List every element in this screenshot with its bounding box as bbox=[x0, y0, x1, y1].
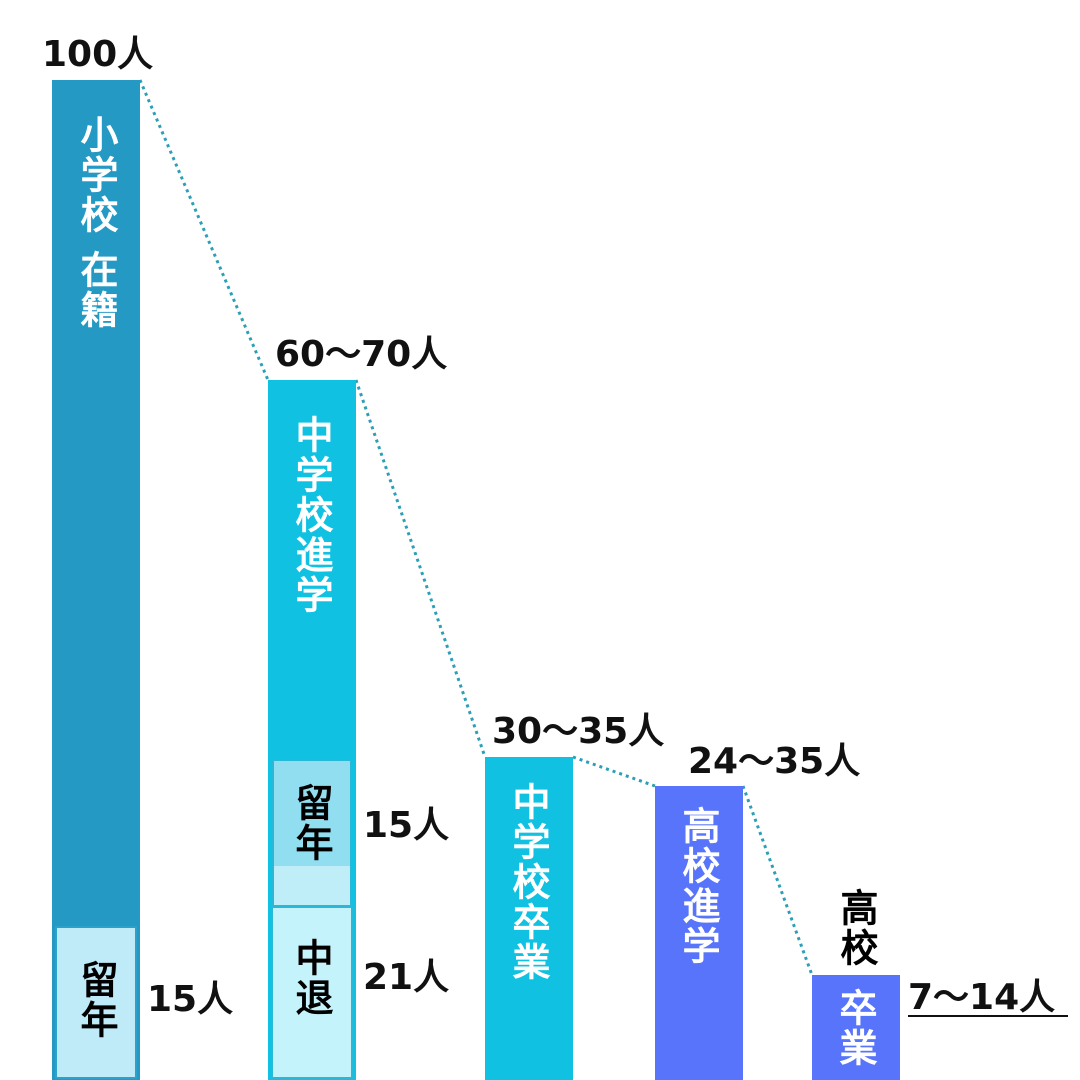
count: 24〜35人 bbox=[688, 741, 861, 782]
sub-box bbox=[55, 926, 137, 1079]
bar bbox=[485, 757, 573, 1080]
bar-label: 小学校 在籍 bbox=[74, 115, 118, 331]
count: 60〜70人 bbox=[275, 334, 448, 375]
sub-label: 留年 bbox=[289, 783, 333, 863]
connector bbox=[138, 79, 270, 381]
connector bbox=[741, 785, 814, 976]
sub-count: 15人 bbox=[363, 805, 450, 846]
bar bbox=[52, 80, 140, 1080]
sub-box bbox=[271, 906, 353, 1079]
bar bbox=[812, 975, 900, 1080]
bar-label: 中学校卒業 bbox=[506, 782, 550, 982]
sub-box-fill bbox=[274, 761, 350, 866]
count: 100人 bbox=[42, 34, 154, 75]
bar-label: 中学校進学 bbox=[289, 415, 333, 615]
count: 30〜35人 bbox=[492, 711, 665, 752]
bar-label: 高校進学 bbox=[676, 806, 720, 966]
connector bbox=[354, 379, 487, 758]
connector bbox=[572, 755, 656, 788]
bar bbox=[655, 786, 743, 1080]
sub-label: 留年 bbox=[74, 960, 118, 1040]
sub-count: 21人 bbox=[363, 957, 450, 998]
top-label: 高校 bbox=[834, 888, 878, 968]
sub-count: 15人 bbox=[147, 979, 234, 1020]
count: 7〜14人 bbox=[908, 977, 1056, 1018]
bar-label: 卒業 bbox=[833, 988, 877, 1068]
sub-label: 中退 bbox=[289, 938, 333, 1018]
